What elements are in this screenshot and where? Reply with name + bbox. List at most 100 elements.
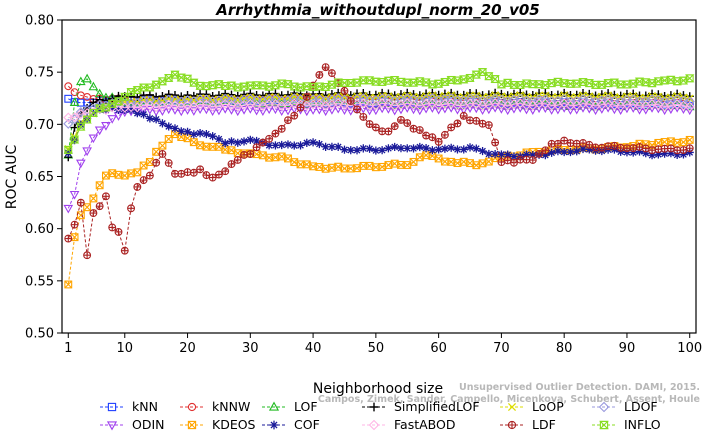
data-point — [201, 99, 212, 110]
data-point — [108, 223, 117, 232]
data-point — [654, 150, 663, 159]
data-point — [428, 91, 437, 99]
data-point — [472, 144, 481, 153]
data-point — [333, 104, 344, 114]
data-point — [422, 131, 431, 140]
data-point — [358, 104, 369, 114]
data-point — [339, 99, 350, 110]
data-point — [127, 204, 135, 213]
data-point — [628, 94, 639, 105]
data-point — [64, 280, 73, 289]
x-tick-label: 60 — [430, 341, 447, 356]
data-point — [151, 107, 162, 117]
data-point — [503, 150, 512, 159]
data-point — [240, 151, 248, 159]
data-point — [684, 74, 695, 83]
y-tick-label: 0.55 — [25, 274, 54, 289]
data-point — [371, 106, 381, 116]
data-point — [478, 146, 487, 156]
data-point — [490, 104, 500, 113]
data-point — [464, 93, 476, 104]
data-point — [75, 76, 86, 86]
legend-label: INFLO — [624, 417, 661, 432]
data-point — [83, 251, 92, 260]
x-tick-label: 90 — [619, 341, 636, 356]
data-point — [396, 105, 406, 115]
data-point — [145, 114, 154, 123]
data-point — [622, 104, 632, 114]
data-point — [246, 89, 255, 98]
data-point — [152, 158, 161, 167]
data-point — [584, 99, 595, 110]
data-point — [69, 190, 80, 200]
data-point — [340, 145, 349, 154]
data-point — [384, 127, 393, 136]
data-point — [138, 106, 149, 115]
data-point — [259, 95, 267, 103]
data-point — [609, 100, 620, 111]
data-point — [270, 98, 281, 110]
data-point — [88, 81, 99, 91]
data-point — [321, 63, 330, 72]
data-point — [226, 94, 237, 105]
data-point — [459, 111, 468, 120]
data-point — [484, 149, 493, 159]
data-point — [477, 68, 488, 77]
data-point — [126, 105, 136, 114]
data-point — [359, 112, 368, 121]
data-point — [227, 146, 236, 155]
data-point — [497, 150, 506, 159]
data-point — [346, 146, 355, 155]
data-point — [402, 97, 413, 107]
x-tick-label: 40 — [305, 341, 322, 356]
data-point — [202, 90, 211, 99]
data-point — [452, 95, 463, 106]
data-point — [427, 93, 438, 104]
data-point — [245, 93, 256, 104]
chart-title: Arrhythmia_withoutdupl_norm_20_v05 — [215, 1, 539, 19]
data-point — [685, 144, 694, 153]
legend-marker — [507, 420, 517, 430]
data-point — [597, 143, 606, 152]
data-point — [265, 141, 274, 150]
data-point — [427, 98, 438, 107]
data-point — [577, 98, 589, 109]
x-tick-label: 20 — [179, 341, 196, 356]
x-tick-label: 30 — [242, 341, 259, 356]
legend-marker — [187, 420, 197, 430]
data-point — [70, 220, 79, 229]
data-point — [653, 99, 664, 110]
legend-marker — [106, 421, 118, 431]
data-point — [270, 93, 281, 104]
data-point — [189, 96, 198, 104]
data-point — [679, 150, 688, 159]
data-point — [145, 106, 155, 115]
legend: kNN kNNW LOF SimplifiedLOF LoOP LDOF ODIN KDEOS… — [100, 399, 661, 432]
data-point — [684, 106, 695, 116]
data-point — [484, 121, 493, 130]
data-point — [309, 162, 318, 171]
y-tick-label: 0.60 — [25, 222, 54, 237]
data-point — [75, 159, 86, 169]
data-point — [214, 106, 224, 116]
data-point — [528, 151, 537, 160]
data-point — [403, 119, 412, 128]
data-point — [465, 143, 475, 152]
data-point — [427, 104, 438, 113]
data-point — [221, 139, 230, 148]
data-point — [327, 69, 336, 78]
data-point — [339, 94, 350, 105]
data-point — [189, 130, 198, 139]
data-point — [359, 144, 368, 153]
data-point — [183, 91, 192, 100]
legend-marker — [107, 402, 117, 412]
data-point — [196, 165, 205, 174]
data-point — [364, 106, 375, 116]
data-point — [152, 115, 161, 124]
legend-item-inflo: INFLO — [592, 417, 661, 432]
data-point — [665, 95, 676, 106]
data-point — [321, 142, 330, 151]
data-point — [459, 145, 468, 154]
data-point — [546, 106, 557, 115]
